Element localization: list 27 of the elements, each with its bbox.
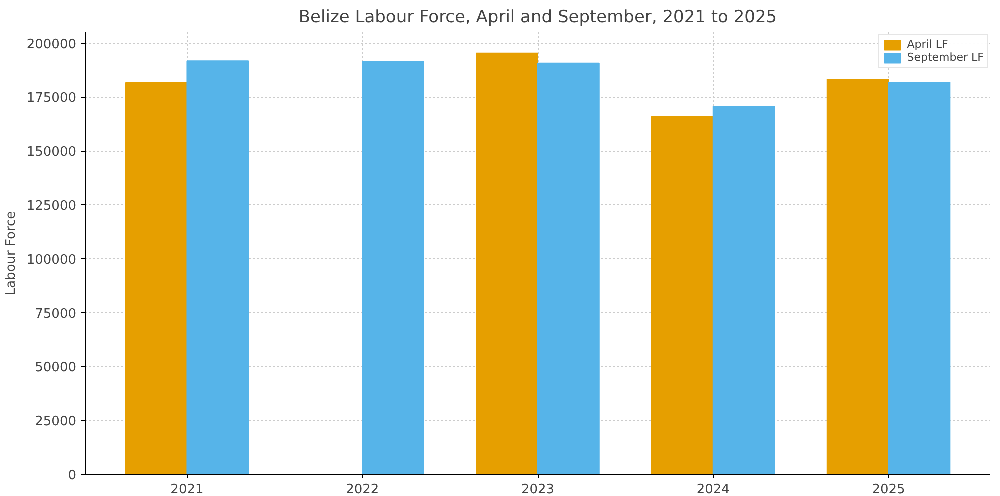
y-tick-label: 150000 <box>26 145 77 160</box>
x-tick-label: 2024 <box>696 482 730 496</box>
x-tick-label: 2021 <box>170 482 204 496</box>
y-tick-label: 0 <box>68 468 77 484</box>
x-tick-label: 2022 <box>346 482 380 496</box>
bar <box>125 82 188 474</box>
y-tick-label: 50000 <box>35 360 77 376</box>
y-tick-label: 200000 <box>26 37 77 52</box>
chart-title: Belize Labour Force, April and September, 2021 to 2025 <box>298 8 778 28</box>
x-tick-label: 2023 <box>521 482 555 496</box>
y-tick-label: 100000 <box>26 252 77 268</box>
y-axis-title: Labour Force <box>4 211 19 296</box>
bar <box>186 60 250 474</box>
y-tick-label: 25000 <box>35 414 77 430</box>
legend-label: April LF <box>907 38 948 51</box>
bar <box>712 106 776 474</box>
x-tick-label: 2025 <box>872 482 906 496</box>
bar <box>826 79 890 474</box>
bar <box>476 52 538 474</box>
y-tick-label: 175000 <box>26 91 77 106</box>
legend-label: September LF <box>907 51 984 64</box>
bar <box>888 82 951 474</box>
y-tick-label: 75000 <box>35 306 77 322</box>
bar <box>538 62 600 474</box>
y-tick-label: 125000 <box>26 198 77 214</box>
bar <box>362 61 424 474</box>
bar <box>652 116 714 474</box>
